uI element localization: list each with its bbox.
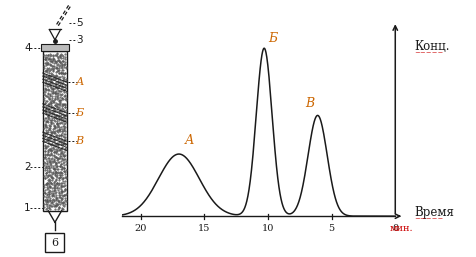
Text: 10: 10 xyxy=(261,224,274,233)
Bar xyxy=(41,44,69,51)
Text: ~~~~~: ~~~~~ xyxy=(413,50,443,56)
Bar xyxy=(42,51,67,211)
Text: 20: 20 xyxy=(134,224,147,233)
Text: В: В xyxy=(305,97,314,110)
Text: Б: Б xyxy=(268,32,277,45)
Text: 15: 15 xyxy=(198,224,210,233)
Text: ~~~~~: ~~~~~ xyxy=(413,216,443,222)
Text: мин.: мин. xyxy=(389,224,413,233)
Text: В: В xyxy=(75,136,83,146)
Text: 2: 2 xyxy=(24,162,31,172)
Text: Время: Время xyxy=(413,206,453,218)
Text: 5: 5 xyxy=(76,18,83,28)
Text: 4: 4 xyxy=(24,43,31,52)
Text: 3: 3 xyxy=(76,35,83,45)
Text: А: А xyxy=(184,134,193,147)
Text: 5: 5 xyxy=(328,224,334,233)
Text: А: А xyxy=(75,77,84,87)
Bar xyxy=(45,233,64,252)
Text: Б: Б xyxy=(75,108,83,118)
Text: 6: 6 xyxy=(51,238,59,248)
Text: Конц.: Конц. xyxy=(413,40,448,53)
Text: 0: 0 xyxy=(391,224,397,233)
Text: 1: 1 xyxy=(24,203,31,213)
